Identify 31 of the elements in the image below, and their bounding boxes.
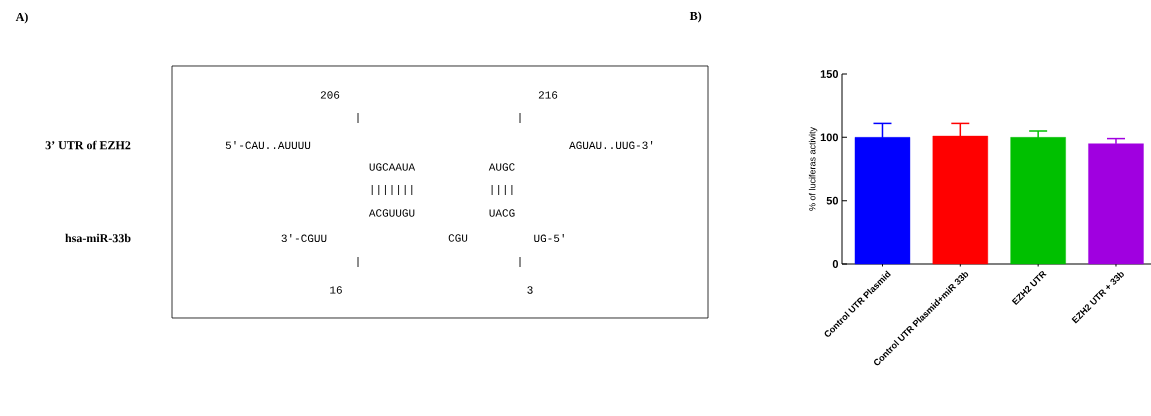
text: |: [519, 112, 521, 124]
y-axis-title: % of luciferas activity: [808, 127, 818, 211]
text: hsa-miR-33b: [65, 233, 131, 243]
text: UGCAAUA: [369, 163, 416, 171]
text: AGUAU..UUG-3': [569, 140, 653, 150]
text: |||||||: [371, 184, 413, 196]
text: 5'-CAU..AUUUU: [225, 140, 311, 150]
text: 3'-CGUU: [281, 233, 327, 243]
text: |: [519, 256, 521, 268]
text: 3’ UTR of EZH2: [45, 140, 131, 150]
y-tick-label: 50: [826, 196, 839, 205]
text: CGU: [448, 234, 468, 242]
text: 206: [320, 91, 340, 99]
text: B): [689, 11, 702, 23]
y-tick-label: 0: [832, 260, 839, 268]
text: |: [357, 112, 359, 124]
y-tick-label: 100: [820, 133, 839, 142]
text: UACG: [489, 209, 515, 217]
text: 16: [330, 286, 342, 294]
text: ACGUUGU: [368, 209, 415, 217]
text: AUGC: [488, 163, 515, 171]
bar: [1010, 137, 1066, 265]
text: 3: [527, 286, 533, 294]
text: UG-5': [534, 233, 564, 243]
text: |: [357, 256, 359, 268]
y-tick-label: 150: [820, 70, 839, 78]
text: ||||: [491, 184, 513, 196]
bar: [854, 137, 911, 265]
text: 216: [538, 91, 558, 99]
text: A): [15, 12, 28, 24]
bar: [1088, 143, 1144, 265]
